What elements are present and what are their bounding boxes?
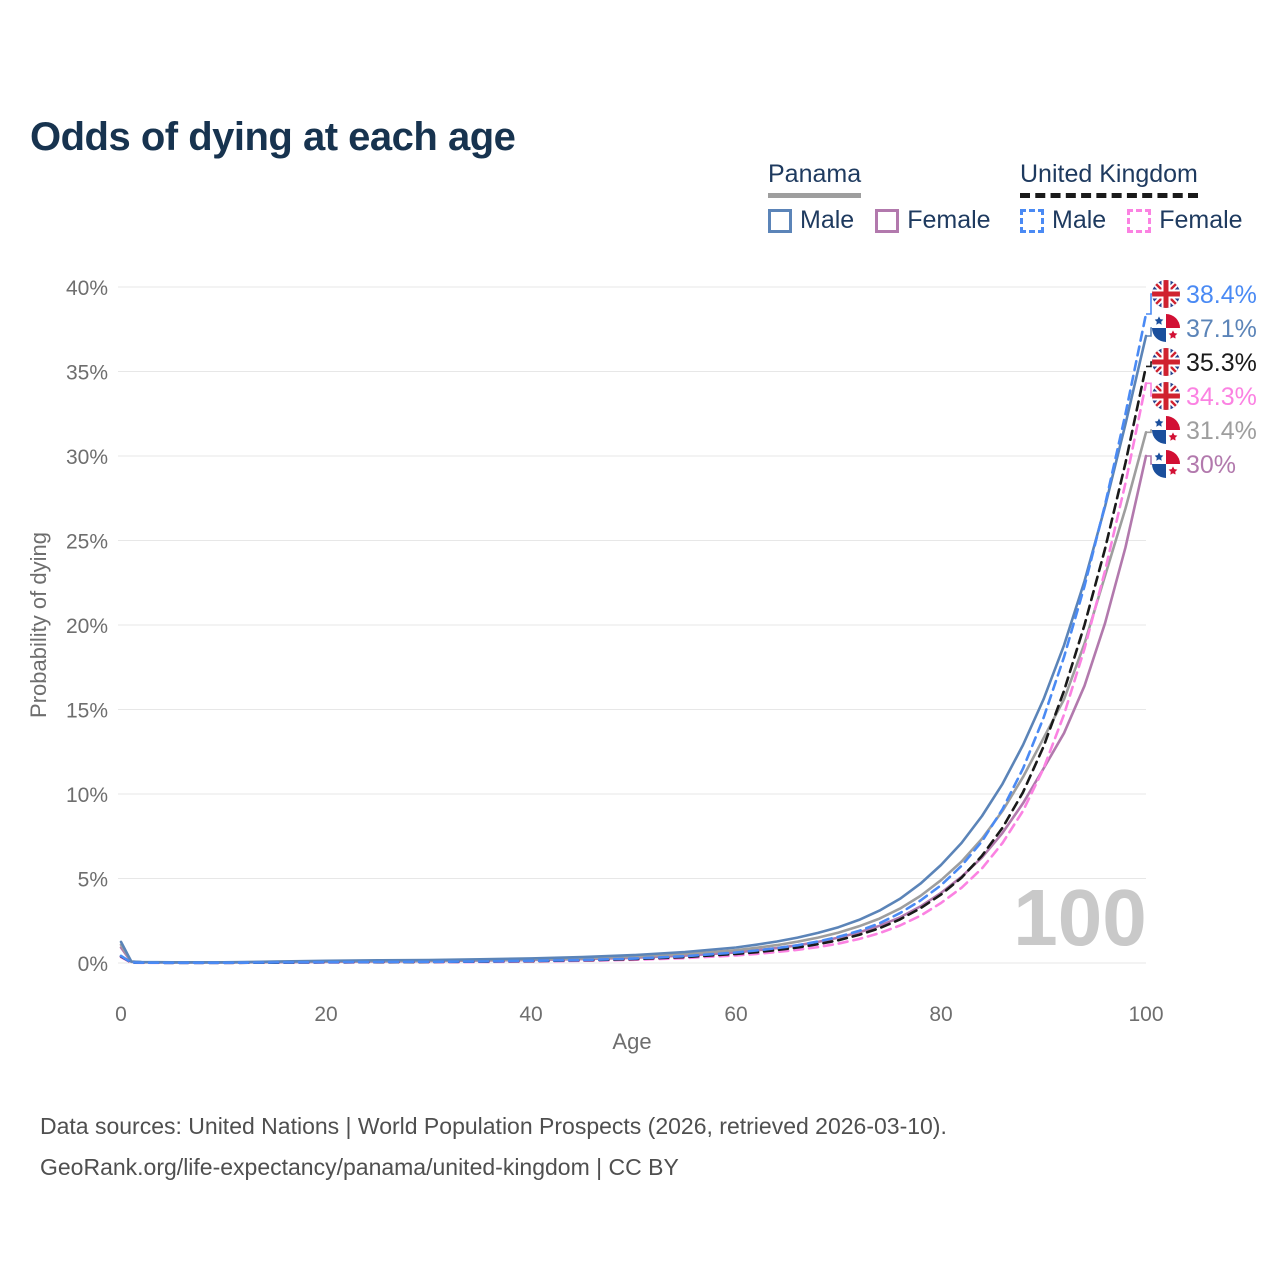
legend-header-panama: Panama — [768, 160, 862, 198]
svg-text:25%: 25% — [66, 531, 108, 554]
svg-text:100: 100 — [1128, 1003, 1163, 1026]
svg-text:40: 40 — [519, 1003, 542, 1026]
panama-flag-icon — [1152, 450, 1180, 478]
svg-text:0%: 0% — [78, 953, 108, 976]
end-label-united-kingdom-both-sexes: 35.3% — [1146, 348, 1257, 377]
legend-group-united-kingdom: United Kingdom Male Female — [1020, 160, 1243, 235]
svg-text:30%: 30% — [66, 446, 108, 469]
uk-flag-icon — [1152, 280, 1180, 308]
attribution-line: GeoRank.org/life-expectancy/panama/unite… — [40, 1154, 679, 1180]
svg-text:15%: 15% — [66, 700, 108, 723]
x-axis-labels: 0 20 40 60 80 100 — [115, 1003, 1163, 1026]
series-line-united-kingdom-female — [119, 381, 1148, 965]
end-value-label: 35.3% — [1186, 349, 1257, 377]
end-label-panama-both-sexes: 31.4% — [1146, 416, 1257, 445]
legend-item-uk-male: Male — [1020, 206, 1106, 235]
end-label-united-kingdom-male: 38.4% — [1146, 280, 1257, 315]
panama-flag-icon — [1152, 314, 1180, 342]
uk-female-swatch-icon — [1127, 208, 1152, 233]
svg-text:10%: 10% — [66, 784, 108, 807]
end-label-panama-male: 37.1% — [1146, 314, 1257, 343]
y-axis-title: Probability of dying — [26, 532, 51, 718]
legend-items-panama: Male Female — [768, 206, 991, 235]
legend-label: Male — [800, 206, 855, 234]
series-line-panama-male — [119, 334, 1148, 964]
svg-text:60: 60 — [724, 1003, 747, 1026]
end-value-label: 37.1% — [1186, 315, 1257, 343]
end-value-label: 34.3% — [1186, 383, 1257, 411]
svg-text:5%: 5% — [78, 869, 108, 892]
series-line-united-kingdom-male — [119, 312, 1148, 965]
gridlines — [118, 286, 1146, 964]
age-indicator-watermark: 100 — [1013, 873, 1146, 962]
svg-text:20: 20 — [314, 1003, 337, 1026]
footer: Data sources: United Nations | World Pop… — [40, 1106, 947, 1188]
legend-items-united-kingdom: Male Female — [1020, 206, 1243, 235]
end-label-united-kingdom-female: 34.3% — [1146, 382, 1257, 411]
end-value-label: 38.4% — [1186, 281, 1257, 309]
legend-label: Female — [1159, 206, 1243, 234]
svg-text:40%: 40% — [66, 277, 108, 300]
end-value-label: 31.4% — [1186, 417, 1257, 445]
legend-item-uk-female: Female — [1127, 206, 1243, 235]
data-sources-line: Data sources: United Nations | World Pop… — [40, 1113, 947, 1139]
legend-header-united-kingdom: United Kingdom — [1020, 160, 1198, 198]
series-line-panama-both-sexes — [119, 430, 1148, 964]
svg-text:35%: 35% — [66, 362, 108, 385]
svg-text:80: 80 — [929, 1003, 952, 1026]
legend-label: Female — [907, 206, 991, 234]
uk-flag-icon — [1152, 382, 1180, 410]
end-label-panama-female: 30% — [1146, 450, 1236, 479]
legend-group-panama: Panama Male Female — [768, 160, 991, 235]
legend-item-panama-female: Female — [875, 206, 991, 235]
panama-female-swatch-icon — [875, 208, 900, 233]
uk-male-swatch-icon — [1020, 208, 1044, 233]
y-axis-labels: 0% 5% 10% 15% 20% 25% 30% 35% 40% — [66, 277, 108, 976]
svg-text:0: 0 — [115, 1003, 127, 1026]
page-title: Odds of dying at each age — [30, 114, 516, 159]
panama-male-swatch-icon — [768, 208, 792, 233]
panama-flag-icon — [1152, 416, 1180, 444]
end-value-label: 30% — [1186, 451, 1236, 479]
svg-text:20%: 20% — [66, 615, 108, 638]
x-axis-title: Age — [612, 1029, 651, 1054]
legend-label: Male — [1052, 206, 1107, 234]
legend-item-panama-male: Male — [768, 206, 854, 235]
uk-flag-icon — [1152, 348, 1180, 376]
